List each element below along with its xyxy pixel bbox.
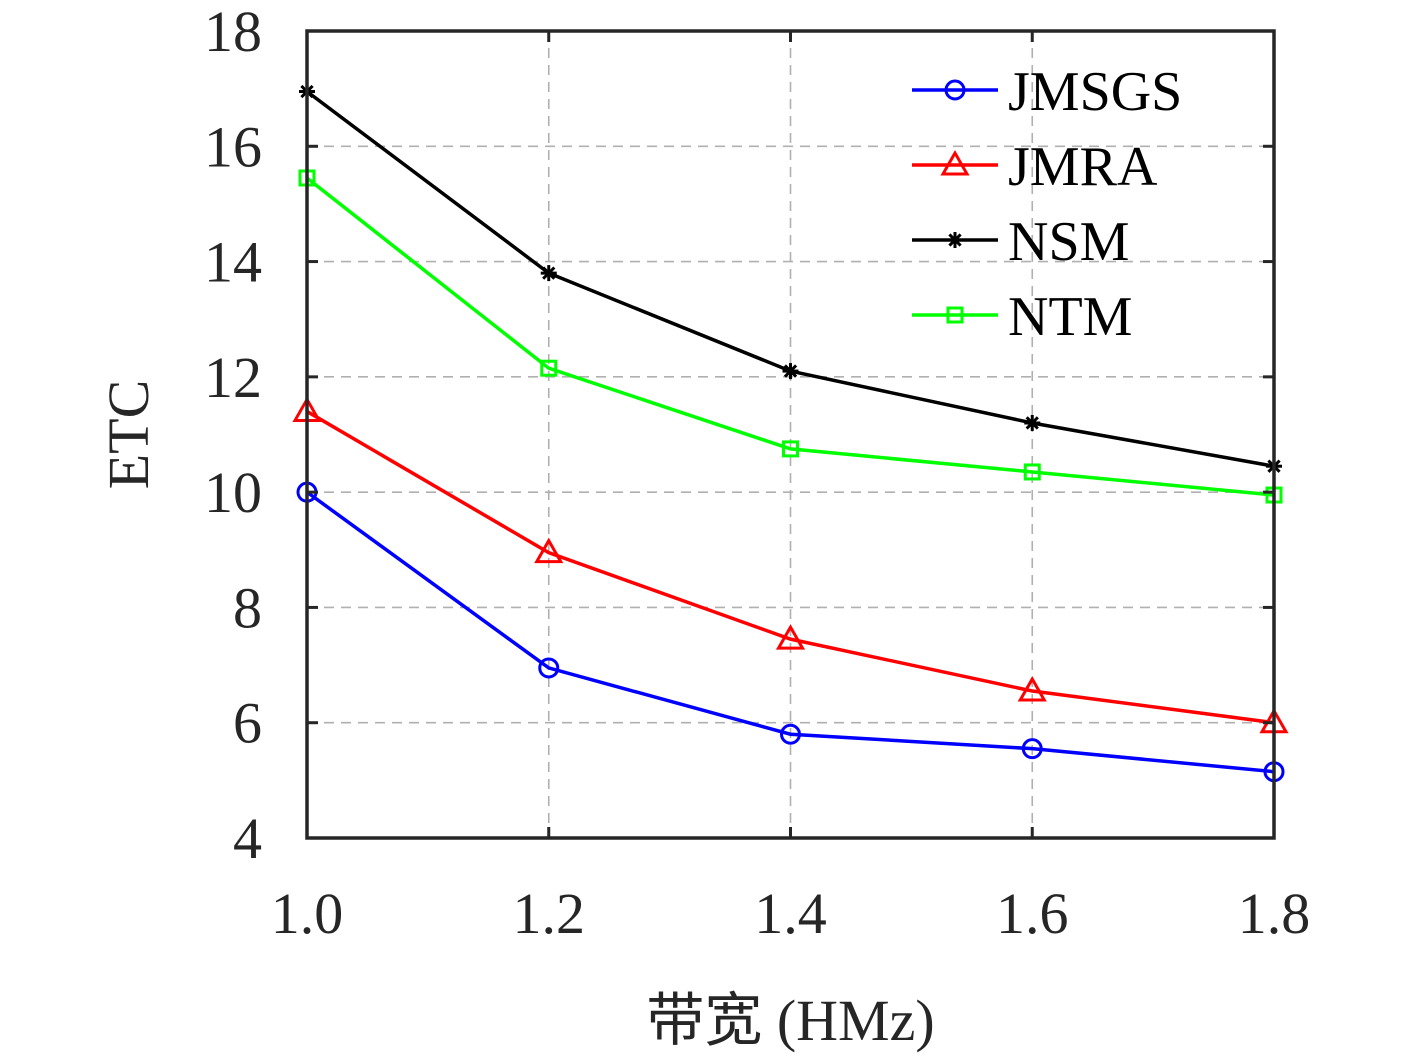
legend-label: JMSGS <box>1008 61 1182 123</box>
data-point-jmra <box>534 537 564 564</box>
y-tick-label: 18 <box>204 0 262 64</box>
axis-ticks: 1.0 1.2 1.4 1.6 1.8 4 6 8 10 12 14 16 18 <box>204 0 1310 946</box>
legend-marker <box>946 306 964 324</box>
x-axis-title: 带宽 (HMz) <box>646 988 934 1053</box>
data-point-ntm <box>1023 463 1041 481</box>
data-point-jmra <box>775 624 806 650</box>
series-line-ntm <box>305 176 1275 497</box>
legend-item-jmsgs: JMSGS <box>912 61 1182 123</box>
y-tick-label: 8 <box>233 575 262 640</box>
legend-item-jmra: JMRA <box>912 136 1158 198</box>
legend-label: NTM <box>1008 286 1132 348</box>
legend: JMSGS JMRA NSM NTM <box>912 61 1182 348</box>
legend-marker <box>944 79 966 101</box>
data-point-ntm <box>540 359 558 377</box>
series-line-jmsgs <box>305 490 1275 774</box>
data-point-nsm <box>1024 414 1041 431</box>
data-point-jmsgs <box>538 657 560 679</box>
legend-label: NSM <box>1008 211 1129 273</box>
y-tick-label: 16 <box>204 114 262 179</box>
legend-item-nsm: NSM <box>912 211 1129 273</box>
y-tick-label: 10 <box>204 460 262 525</box>
data-point-jmra <box>1017 675 1047 702</box>
data-point-nsm <box>782 363 799 380</box>
x-tick-label: 1.0 <box>271 881 344 946</box>
y-tick-label: 14 <box>204 230 262 295</box>
legend-item-ntm: NTM <box>912 286 1132 348</box>
series-line-jmra <box>306 409 1275 725</box>
x-tick-label: 1.6 <box>996 881 1069 946</box>
legend-label: JMRA <box>1008 136 1158 198</box>
legend-marker <box>947 232 963 248</box>
data-point-nsm <box>540 265 557 282</box>
y-tick-label: 6 <box>233 691 262 756</box>
y-tick-label: 4 <box>233 806 262 871</box>
x-tick-label: 1.2 <box>513 881 586 946</box>
x-tick-label: 1.4 <box>754 881 827 946</box>
data-point-ntm <box>782 440 799 458</box>
y-axis-title: ETC <box>96 380 161 490</box>
y-tick-label: 12 <box>204 345 262 410</box>
series-nsm <box>299 83 1282 475</box>
x-tick-label: 1.8 <box>1238 881 1311 946</box>
data-point-jmsgs <box>780 723 801 745</box>
legend-marker <box>940 149 970 176</box>
data-point-jmsgs <box>1021 738 1043 760</box>
